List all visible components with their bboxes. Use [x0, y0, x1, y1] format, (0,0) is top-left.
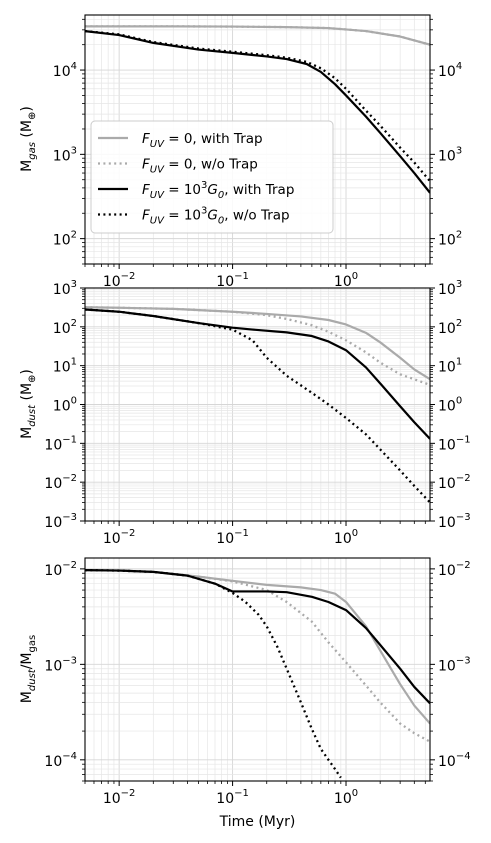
- ticks: [80, 18, 435, 269]
- y-tick-label-right: 100: [438, 396, 462, 415]
- series-line-0: [85, 25, 430, 46]
- legend-label: FUV = 103G0, w/o Trap: [142, 206, 290, 227]
- y-axis-label: Mgas (M⊕): [19, 106, 38, 172]
- y-tick-label-left: 10−3: [44, 512, 77, 531]
- series-line-2: [85, 569, 430, 705]
- legend-label: FUV = 0, with Trap: [142, 131, 263, 150]
- y-tick-label-left: 101: [53, 357, 77, 376]
- legend-box: [90, 120, 334, 234]
- series-line-0: [85, 306, 430, 381]
- x-tick-label: 10−1: [216, 271, 249, 290]
- legend-label: FUV = 103G0, with Trap: [142, 180, 294, 201]
- series-group: [85, 568, 430, 779]
- series-line-1: [85, 306, 430, 386]
- y-tick-label-left: 103: [53, 279, 77, 298]
- y-tick-label-right: 10−2: [438, 473, 471, 492]
- x-tick-label: 100: [334, 271, 358, 290]
- legend: FUV = 0, with Trap FUV = 0, w/o Trap FUV =…: [90, 120, 334, 234]
- dust-to-gas-ratio-panel: 10−2 10−1 100 10−4 10−4 10−3 10−3 10−2 10−2 Mdust…: [19, 557, 471, 830]
- series-line-1: [85, 568, 430, 743]
- y-tick-label-right: 101: [438, 357, 462, 376]
- y-tick-label-right: 10−2: [438, 560, 471, 579]
- series-group: [85, 306, 430, 504]
- y-tick-label-left: 104: [53, 61, 77, 80]
- y-tick-label-left: 10−2: [44, 560, 77, 579]
- x-tick-label: 10−2: [103, 788, 136, 807]
- y-tick-label-left: 100: [53, 396, 77, 415]
- y-axis-label: Mdust (M⊕): [19, 369, 38, 439]
- y-tick-label-right: 10−1: [438, 434, 471, 453]
- y-tick-label-right: 10−4: [438, 751, 471, 770]
- series-line-2: [85, 308, 430, 440]
- y-tick-label-right: 102: [438, 230, 462, 249]
- ticks: [80, 568, 435, 786]
- y-tick-label-right: 103: [438, 279, 462, 298]
- y-tick-label-right: 10−3: [438, 512, 471, 531]
- y-tick-label-left: 10−1: [44, 434, 77, 453]
- x-tick-label: 100: [334, 788, 358, 807]
- series-line-1: [85, 25, 430, 46]
- y-tick-label-left: 10−4: [44, 751, 77, 770]
- y-tick-label-right: 10−3: [438, 655, 471, 674]
- x-tick-label: 100: [334, 528, 358, 547]
- x-tick-label: 10−1: [216, 788, 249, 807]
- x-tick-label: 10−2: [103, 528, 136, 547]
- axes-frame: [84, 14, 431, 265]
- y-tick-label-left: 103: [53, 145, 77, 164]
- axes-frame: [84, 557, 431, 782]
- y-tick-label-right: 103: [438, 145, 462, 164]
- x-tick-label: 10−2: [103, 271, 136, 290]
- y-tick-label-left: 102: [53, 318, 77, 337]
- y-tick-label-left: 102: [53, 230, 77, 249]
- series-line-3: [85, 29, 430, 182]
- y-tick-label-right: 102: [438, 318, 462, 337]
- y-tick-label-left: 10−3: [44, 655, 77, 674]
- dust-mass-panel: 10−2 10−1 100 10−3 10−3 10−2 10−2 10−1 10−1 100 10…: [19, 279, 471, 547]
- ticks: [80, 287, 435, 526]
- grid: [84, 287, 430, 522]
- y-tick-label-left: 10−2: [44, 473, 77, 492]
- series-group: [85, 25, 430, 194]
- x-tick-label: 10−1: [216, 528, 249, 547]
- legend-label: FUV = 0, w/o Trap: [142, 157, 258, 176]
- x-axis-label: Time (Myr): [219, 814, 296, 830]
- gas-mass-panel: 10−2 10−1 100 102 102 103 103 104 104 Mgas (M⊕) FU…: [19, 14, 462, 290]
- y-axis-label: Mdust/Mgas: [19, 635, 38, 703]
- y-tick-label-right: 104: [438, 61, 462, 80]
